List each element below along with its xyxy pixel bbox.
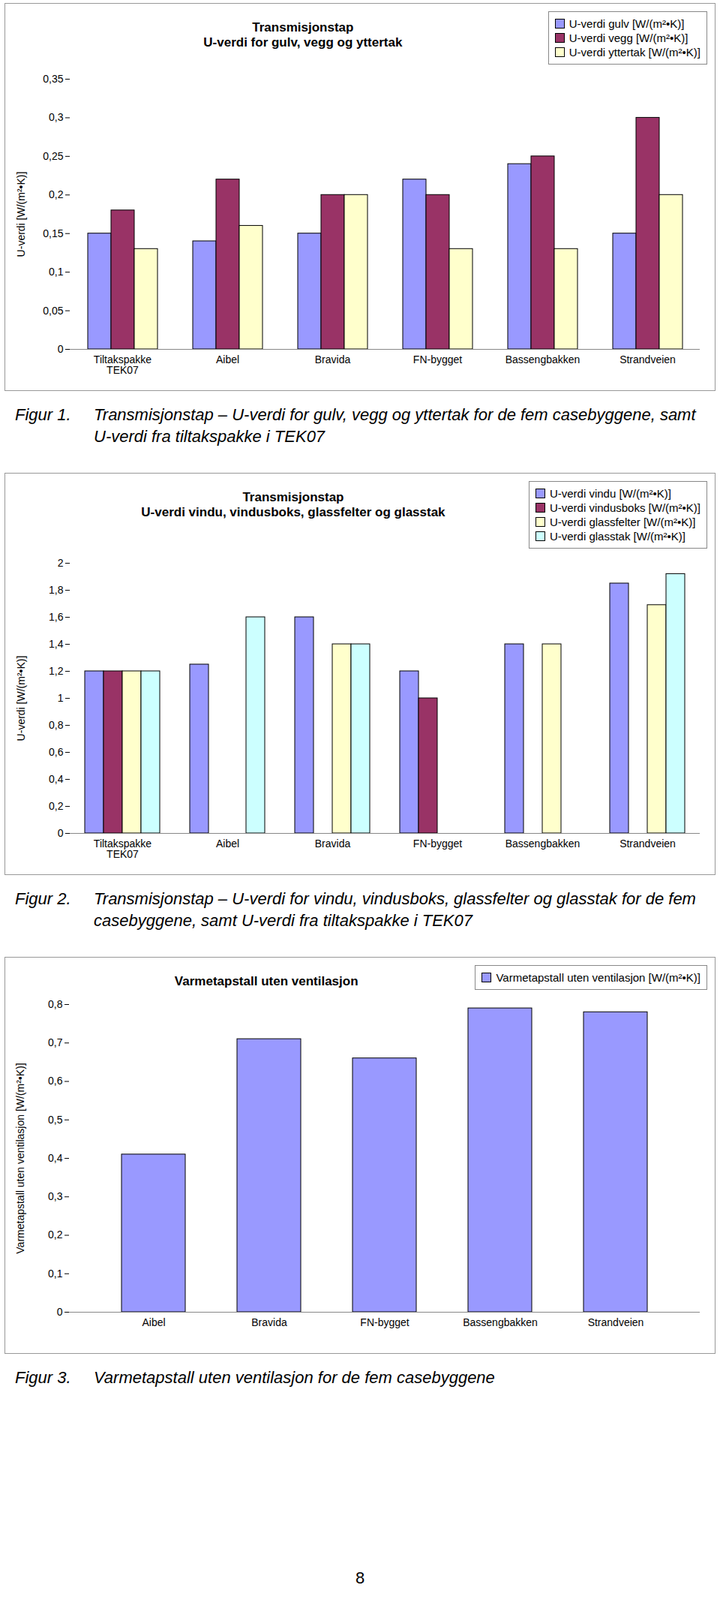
svg-text:0,1: 0,1 bbox=[48, 265, 64, 278]
html-text:Transmisjonstap U-verdi vindu,: Transmisjonstap U-verdi vindu, vindusbok… bbox=[141, 489, 446, 520]
svg-text:1: 1 bbox=[57, 691, 64, 704]
svg-text:FN-bygget: FN-bygget bbox=[413, 837, 462, 850]
svg-text:Bassengbakken: Bassengbakken bbox=[505, 353, 581, 366]
svg-text:Aibel: Aibel bbox=[216, 353, 240, 366]
svg-text:0,2: 0,2 bbox=[48, 188, 64, 201]
html-text:U-verdi gulv [W/(m²•K)]: U-verdi gulv [W/(m²•K)] bbox=[569, 17, 685, 30]
svg-text:Aibel: Aibel bbox=[216, 837, 240, 850]
svg-text:Bassengbakken: Bassengbakken bbox=[462, 1316, 538, 1329]
svg-text:0,5: 0,5 bbox=[48, 1113, 63, 1125]
html-text:Figur 2.: Figur 2. bbox=[15, 888, 71, 908]
html-text:U-verdi glassfelter [W/(m²•K)]: U-verdi glassfelter [W/(m²•K)] bbox=[549, 515, 696, 529]
html-text:Figur 3.: Figur 3. bbox=[15, 1367, 71, 1387]
html-text:Varmetapstall uten ventilasjon: Varmetapstall uten ventilasjon [W/(m²•K)… bbox=[496, 970, 701, 984]
svg-text:0,2: 0,2 bbox=[48, 799, 64, 812]
html-text:U-verdi vindu [W/(m²•K)]: U-verdi vindu [W/(m²•K)] bbox=[549, 486, 672, 500]
html-text:Transmisjonstap – U-verdi for: Transmisjonstap – U-verdi for vindu, vin… bbox=[93, 888, 696, 930]
svg-text:1,8: 1,8 bbox=[48, 583, 64, 596]
svg-text:Bravida: Bravida bbox=[315, 353, 351, 366]
svg-text:0,8: 0,8 bbox=[48, 718, 64, 731]
svg-text:1,4: 1,4 bbox=[48, 637, 64, 650]
svg-text:Varmetapstall uten ventilasjon: Varmetapstall uten ventilasjon [W/(m²•K)… bbox=[14, 1062, 27, 1254]
svg-text:0,7: 0,7 bbox=[48, 1036, 63, 1049]
svg-text:0,25: 0,25 bbox=[42, 150, 63, 162]
svg-text:1,2: 1,2 bbox=[48, 664, 64, 677]
svg-text:Strandveien: Strandveien bbox=[619, 353, 676, 366]
svg-text:0: 0 bbox=[57, 342, 64, 355]
svg-text:U-verdi [W/(m²•K)]: U-verdi [W/(m²•K)] bbox=[15, 655, 27, 741]
svg-text:0,4: 0,4 bbox=[48, 772, 64, 785]
html-text:U-verdi vindusboks [W/(m²•K)]: U-verdi vindusboks [W/(m²•K)] bbox=[549, 501, 701, 514]
svg-text:Bassengbakken: Bassengbakken bbox=[505, 837, 581, 850]
svg-text:0,6: 0,6 bbox=[48, 1074, 63, 1087]
svg-text:Bravida: Bravida bbox=[315, 837, 351, 850]
svg-text:Strandveien: Strandveien bbox=[588, 1316, 645, 1329]
svg-text:TiltakspakkeTEK07: TiltakspakkeTEK07 bbox=[93, 353, 153, 376]
svg-text:0,3: 0,3 bbox=[48, 1190, 63, 1203]
svg-text:1,6: 1,6 bbox=[48, 610, 64, 623]
html-text:U-verdi vegg [W/(m²•K)]: U-verdi vegg [W/(m²•K)] bbox=[569, 31, 688, 45]
svg-text:U-verdi [W/(m²•K)]: U-verdi [W/(m²•K)] bbox=[15, 171, 27, 258]
html-text:Varmetapstall uten ventilasjon: Varmetapstall uten ventilasjon bbox=[174, 973, 359, 989]
html-text:Transmisjonstap – U-verdi for: Transmisjonstap – U-verdi for gulv, vegg… bbox=[93, 405, 696, 446]
svg-text:0,15: 0,15 bbox=[42, 227, 63, 240]
svg-text:0,1: 0,1 bbox=[48, 1266, 63, 1279]
svg-text:0: 0 bbox=[57, 826, 64, 839]
svg-text:0,3: 0,3 bbox=[48, 111, 64, 123]
html-text:U-verdi glasstak [W/(m²•K)]: U-verdi glasstak [W/(m²•K)] bbox=[549, 529, 686, 543]
svg-text:FN-bygget: FN-bygget bbox=[360, 1316, 409, 1329]
svg-text:0,4: 0,4 bbox=[48, 1151, 63, 1164]
svg-text:FN-bygget: FN-bygget bbox=[413, 353, 462, 366]
html-text:8: 8 bbox=[355, 1567, 365, 1587]
svg-text:Bravida: Bravida bbox=[251, 1316, 288, 1329]
html-text:Transmisjonstap U-verdi for gu: Transmisjonstap U-verdi for gulv, vegg o… bbox=[203, 20, 403, 50]
svg-text:Aibel: Aibel bbox=[141, 1316, 165, 1329]
svg-text:Strandveien: Strandveien bbox=[619, 837, 676, 850]
svg-text:0,6: 0,6 bbox=[48, 745, 64, 758]
svg-text:0: 0 bbox=[57, 1305, 63, 1317]
svg-text:0,35: 0,35 bbox=[42, 72, 63, 85]
svg-text:TiltakspakkeTEK07: TiltakspakkeTEK07 bbox=[93, 837, 153, 861]
html-text:Varmetapstall uten ventilasjon: Varmetapstall uten ventilasjon for de fe… bbox=[93, 1367, 495, 1387]
svg-text:0,05: 0,05 bbox=[42, 304, 63, 317]
html-text:U-verdi yttertak [W/(m²•K)]: U-verdi yttertak [W/(m²•K)] bbox=[569, 45, 701, 59]
svg-text:0,8: 0,8 bbox=[48, 997, 63, 1010]
html-text:Figur 1.: Figur 1. bbox=[15, 405, 71, 424]
svg-text:0,2: 0,2 bbox=[48, 1228, 63, 1241]
svg-text:2: 2 bbox=[57, 556, 64, 569]
